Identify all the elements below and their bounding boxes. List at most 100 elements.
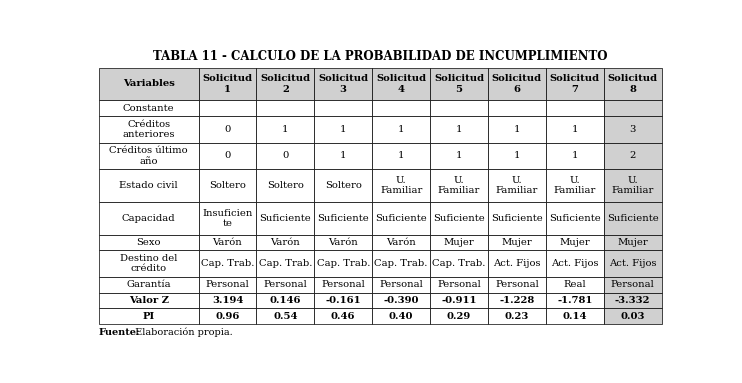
Bar (604, 169, 662, 202)
Text: Créditos último
año: Créditos último año (109, 146, 188, 165)
Bar (257, 235, 315, 250)
Bar (430, 250, 488, 277)
Bar (257, 100, 315, 116)
Text: Solicitud
6: Solicitud 6 (492, 74, 542, 93)
Bar (199, 67, 257, 100)
Text: Cap. Trab.: Cap. Trab. (433, 259, 486, 268)
Text: Cap. Trab.: Cap. Trab. (317, 259, 370, 268)
Bar (546, 116, 604, 142)
Text: Solicitud
5: Solicitud 5 (434, 74, 484, 93)
Text: 3.194: 3.194 (211, 296, 243, 305)
Bar (430, 235, 488, 250)
Bar (315, 202, 372, 235)
Text: 1: 1 (513, 151, 520, 160)
Text: Varón: Varón (329, 238, 358, 247)
Bar (99, 116, 199, 142)
Bar (99, 308, 199, 324)
Text: U.
Familiar: U. Familiar (380, 176, 422, 195)
Text: 3: 3 (629, 125, 636, 134)
Text: Personal: Personal (437, 280, 481, 289)
Text: Cap. Trab.: Cap. Trab. (259, 259, 312, 268)
Text: Act. Fijos: Act. Fijos (493, 259, 541, 268)
Text: 1: 1 (456, 151, 462, 160)
Text: Personal: Personal (206, 280, 249, 289)
Text: Mujer: Mujer (444, 238, 474, 247)
Text: Personal: Personal (611, 280, 654, 289)
Text: Variables: Variables (122, 79, 174, 88)
Text: Varón: Varón (387, 238, 416, 247)
Bar (315, 67, 372, 100)
Text: 0.03: 0.03 (620, 312, 645, 321)
Bar (257, 293, 315, 308)
Bar (99, 250, 199, 277)
Bar (257, 202, 315, 235)
Text: 0.14: 0.14 (562, 312, 587, 321)
Text: PI: PI (142, 312, 155, 321)
Text: Créditos
anteriores: Créditos anteriores (122, 119, 175, 139)
Text: Suficiente: Suficiente (433, 214, 485, 223)
Text: 1: 1 (340, 125, 347, 134)
Text: U.
Familiar: U. Familiar (438, 176, 480, 195)
Bar (546, 235, 604, 250)
Bar (99, 202, 199, 235)
Bar (99, 293, 199, 308)
Bar (315, 277, 372, 293)
Text: Suficiente: Suficiente (491, 214, 542, 223)
Bar (372, 202, 430, 235)
Text: Solicitud
1: Solicitud 1 (203, 74, 252, 93)
Bar (199, 277, 257, 293)
Bar (199, 142, 257, 169)
Bar (488, 293, 546, 308)
Bar (315, 235, 372, 250)
Text: Solicitud
4: Solicitud 4 (376, 74, 426, 93)
Bar (199, 308, 257, 324)
Text: Personal: Personal (321, 280, 365, 289)
Text: 0: 0 (282, 151, 289, 160)
Text: Personal: Personal (379, 280, 423, 289)
Text: Mujer: Mujer (617, 238, 648, 247)
Text: Mujer: Mujer (502, 238, 532, 247)
Bar (546, 250, 604, 277)
Bar (546, 293, 604, 308)
Bar (199, 235, 257, 250)
Bar (257, 169, 315, 202)
Bar (257, 142, 315, 169)
Bar (372, 235, 430, 250)
Text: Sexo: Sexo (137, 238, 161, 247)
Bar (315, 142, 372, 169)
Text: Personal: Personal (263, 280, 307, 289)
Text: Varón: Varón (212, 238, 243, 247)
Text: Real: Real (563, 280, 586, 289)
Bar (372, 116, 430, 142)
Bar (315, 293, 372, 308)
Text: Solicitud
7: Solicitud 7 (550, 74, 600, 93)
Text: 0.46: 0.46 (331, 312, 355, 321)
Bar (488, 169, 546, 202)
Text: 0.54: 0.54 (273, 312, 298, 321)
Bar (604, 293, 662, 308)
Bar (257, 116, 315, 142)
Text: Garantía: Garantía (126, 280, 171, 289)
Bar (488, 202, 546, 235)
Bar (315, 169, 372, 202)
Text: -1.781: -1.781 (557, 296, 592, 305)
Bar (257, 277, 315, 293)
Text: Soltero: Soltero (325, 181, 361, 190)
Text: Solicitud
8: Solicitud 8 (608, 74, 657, 93)
Text: Mujer: Mujer (559, 238, 590, 247)
Text: 1: 1 (571, 125, 578, 134)
Text: 1: 1 (513, 125, 520, 134)
Bar (430, 116, 488, 142)
Bar (315, 116, 372, 142)
Bar (199, 250, 257, 277)
Bar (199, 100, 257, 116)
Text: -1.228: -1.228 (499, 296, 534, 305)
Bar (99, 67, 199, 100)
Bar (604, 235, 662, 250)
Bar (546, 67, 604, 100)
Text: Act. Fijos: Act. Fijos (551, 259, 599, 268)
Text: Suficiente: Suficiente (318, 214, 369, 223)
Text: Capacidad: Capacidad (122, 214, 176, 223)
Bar (372, 250, 430, 277)
Text: 0.40: 0.40 (389, 312, 413, 321)
